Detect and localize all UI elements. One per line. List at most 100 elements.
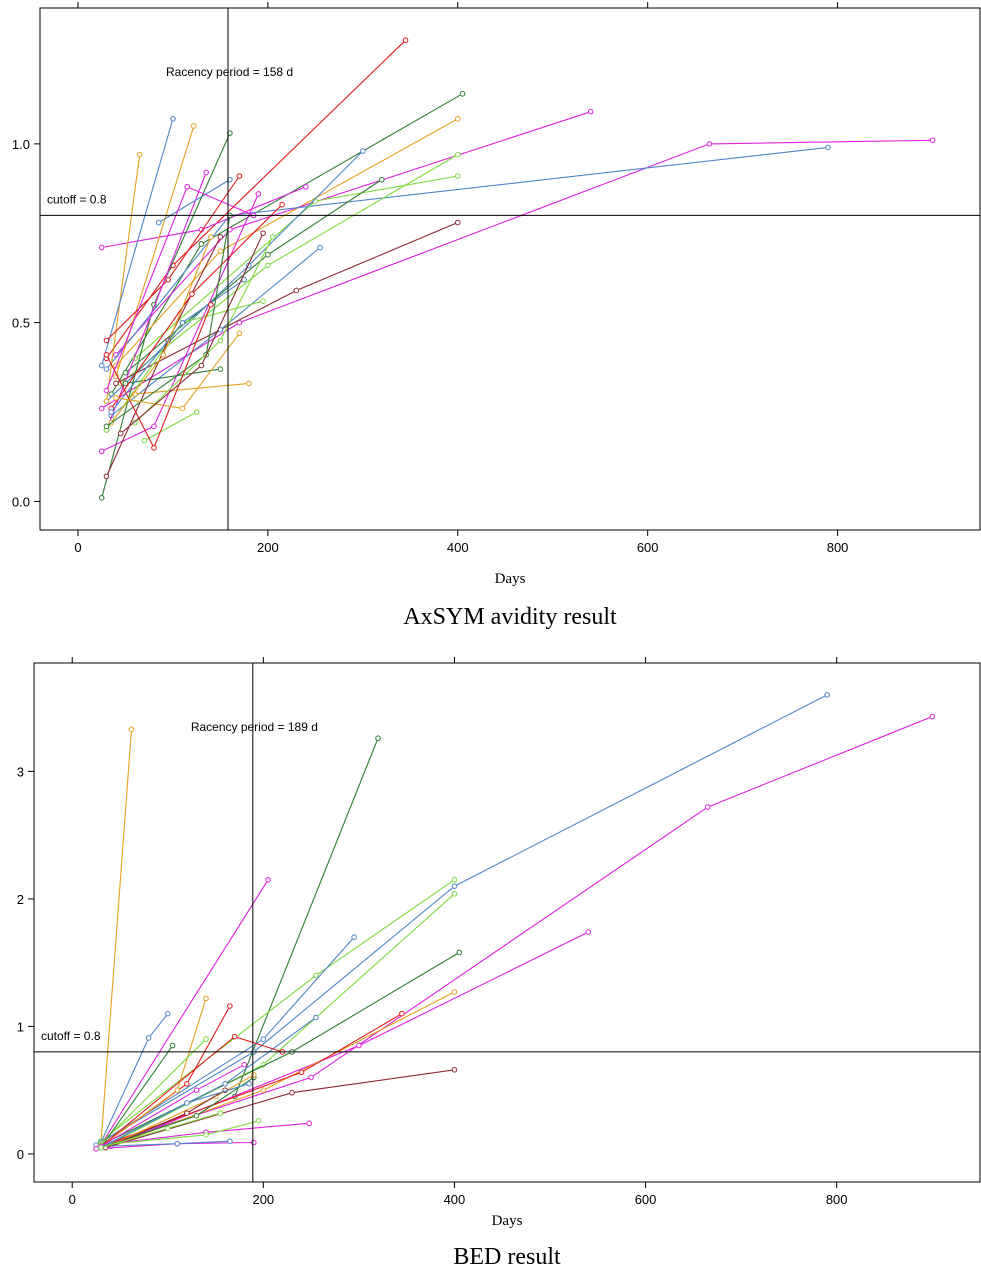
data-point	[265, 876, 271, 883]
data-point	[98, 448, 105, 455]
series-line	[100, 1038, 207, 1145]
data-point	[313, 1014, 319, 1021]
data-point	[184, 1081, 190, 1087]
data-point	[203, 169, 209, 176]
data-point	[451, 876, 458, 883]
y-tick-label: 0.0	[12, 494, 30, 509]
data-point	[250, 1072, 257, 1078]
data-point	[145, 1035, 152, 1041]
data-point	[103, 366, 110, 372]
x-tick-label: 0	[74, 540, 81, 555]
series-line	[100, 879, 455, 1142]
data-point	[155, 219, 162, 226]
data-point	[108, 409, 115, 415]
series-line	[110, 931, 589, 1147]
data-point	[289, 1089, 295, 1096]
series-33	[103, 301, 214, 451]
data-point	[260, 298, 266, 304]
x-axis-label: Days	[495, 571, 526, 587]
data-point	[303, 183, 309, 190]
data-point	[451, 1066, 458, 1073]
data-point	[136, 151, 143, 158]
x-tick-label: 600	[635, 1192, 657, 1207]
data-point	[255, 1117, 262, 1124]
data-point	[312, 198, 319, 204]
data-point	[587, 108, 594, 115]
series-line	[100, 952, 460, 1146]
data-point	[103, 352, 110, 358]
series-line	[95, 694, 828, 1146]
series-line	[144, 411, 197, 442]
data-point	[122, 380, 129, 387]
data-point	[174, 1140, 181, 1147]
data-point	[103, 423, 110, 430]
cutoff-label: cutoff = 0.8	[41, 1029, 101, 1043]
data-point	[231, 1033, 238, 1040]
data-point	[227, 1138, 233, 1144]
data-point	[198, 241, 205, 247]
data-point	[98, 244, 105, 251]
series-line	[110, 279, 245, 413]
series-18	[103, 173, 243, 344]
data-point	[454, 116, 461, 122]
data-point	[265, 251, 271, 258]
data-point	[236, 173, 243, 179]
data-point	[451, 891, 458, 897]
data-point	[174, 1087, 181, 1093]
data-point	[141, 437, 148, 444]
series-11	[122, 176, 385, 376]
data-point	[208, 234, 214, 240]
data-point	[203, 1036, 209, 1042]
data-point	[260, 1087, 267, 1093]
x-tick-label: 800	[827, 540, 849, 555]
series-line	[101, 139, 933, 409]
series-35	[117, 230, 266, 437]
series-line	[110, 204, 283, 409]
data-point	[451, 989, 458, 995]
data-point	[217, 248, 224, 254]
series-29	[108, 276, 247, 415]
series-line	[100, 879, 269, 1146]
series-line	[120, 154, 459, 384]
series-line	[101, 118, 174, 366]
series-line	[100, 1013, 403, 1147]
data-point	[203, 1132, 209, 1138]
data-point	[93, 1146, 99, 1152]
data-point	[451, 883, 458, 889]
series-34	[113, 330, 243, 412]
series-line	[115, 125, 195, 377]
series-22	[122, 366, 224, 387]
series-17	[98, 130, 233, 501]
chart-caption: BED result	[453, 1244, 561, 1269]
data-point	[184, 1100, 190, 1106]
data-point	[246, 1081, 252, 1087]
data-point	[179, 405, 186, 412]
data-point	[293, 287, 300, 294]
x-tick-label: 200	[252, 1192, 274, 1207]
data-point	[260, 1036, 267, 1042]
series-line	[100, 1017, 317, 1149]
chart-caption: AxSYM avidity result	[403, 604, 617, 630]
data-point	[179, 319, 186, 326]
data-point	[189, 291, 195, 297]
plot-frame	[33, 662, 981, 1183]
series-line	[100, 1045, 174, 1148]
data-point	[706, 141, 713, 147]
chart-panel-2: 0 200 400 600 800 0 1 2 3 cutoff = 0.8 Racency per…	[17, 657, 981, 1269]
series-line	[105, 172, 207, 431]
data-point	[456, 949, 463, 956]
data-point	[379, 176, 385, 183]
series-line	[125, 368, 221, 384]
data-point	[160, 352, 167, 358]
series-6	[103, 144, 831, 372]
series-23	[141, 409, 200, 444]
data-point	[198, 362, 205, 369]
series-6	[107, 891, 458, 1147]
data-point	[98, 362, 105, 369]
data-point	[402, 37, 409, 43]
data-point	[825, 144, 831, 151]
recency-period-label: Racency period = 189 d	[191, 720, 318, 734]
x-tick-label: 0	[69, 1192, 76, 1207]
data-point	[222, 1081, 228, 1087]
data-point	[98, 405, 105, 412]
